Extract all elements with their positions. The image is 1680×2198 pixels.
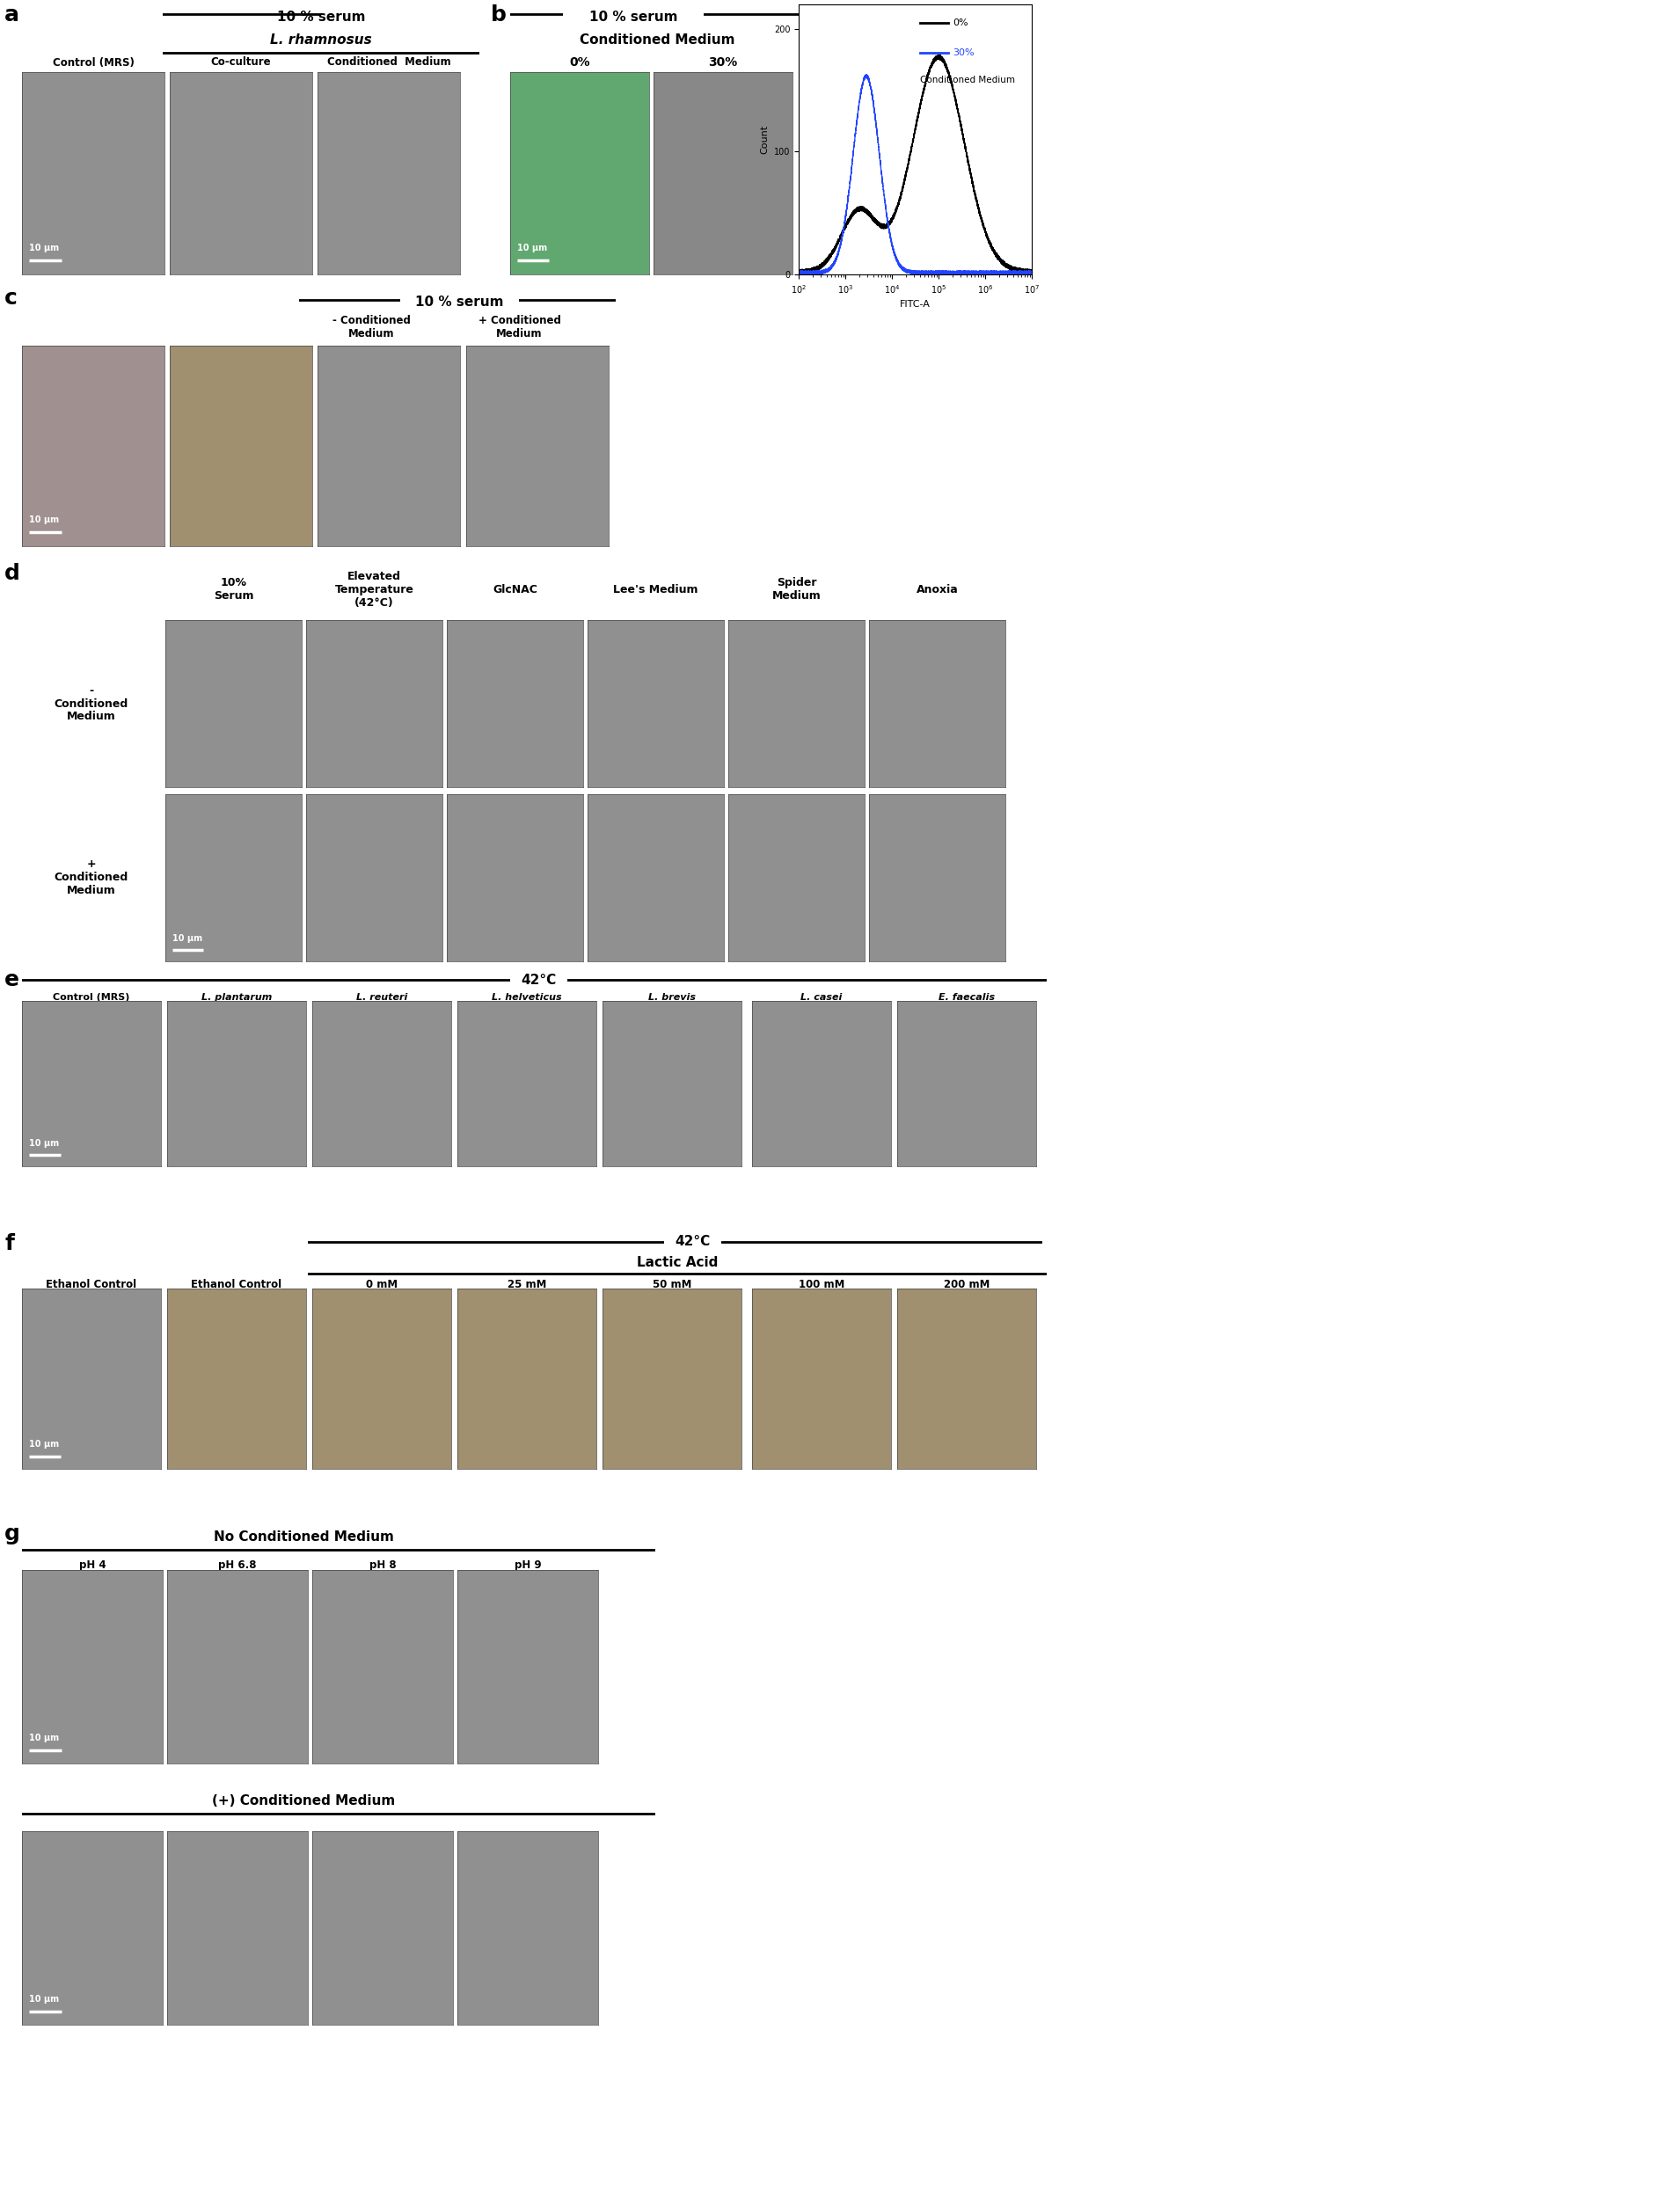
Text: Ethanol Control: Ethanol Control (195, 345, 286, 358)
Text: + Conditioned
Medium: + Conditioned Medium (479, 314, 561, 338)
Text: Co-culture: Co-culture (210, 57, 270, 68)
Text: Lactic Acid: Lactic Acid (637, 1255, 717, 1268)
Text: L. brevis: L. brevis (648, 993, 696, 1002)
Text: GlcNAC: GlcNAC (492, 585, 538, 596)
Text: L. reuteri: L. reuteri (356, 993, 408, 1002)
Text: Ethanol Control: Ethanol Control (49, 345, 138, 358)
Text: b: b (491, 4, 507, 26)
Text: 10 μm: 10 μm (517, 244, 548, 253)
Text: +
Conditioned
Medium: + Conditioned Medium (54, 859, 128, 897)
Text: 10 μm: 10 μm (171, 934, 202, 943)
Y-axis label: Count: Count (759, 125, 769, 154)
Text: 10 % serum: 10 % serum (277, 11, 365, 24)
Text: 30%: 30% (953, 48, 974, 57)
X-axis label: FITC-A: FITC-A (900, 299, 931, 308)
Text: pH 9: pH 9 (514, 1558, 541, 1569)
Text: e: e (5, 969, 20, 991)
Text: pH 4: pH 4 (79, 1558, 106, 1569)
Text: Conditioned  Medium: Conditioned Medium (328, 57, 450, 68)
Text: Spider
Medium: Spider Medium (771, 578, 822, 602)
Text: pH 6.8: pH 6.8 (218, 1558, 257, 1569)
Text: E. faecalis: E. faecalis (939, 993, 995, 1002)
Text: Lee's Medium: Lee's Medium (613, 585, 699, 596)
Text: 0%: 0% (570, 57, 590, 68)
Text: 0%: 0% (953, 20, 968, 29)
Text: d: d (5, 563, 20, 585)
Text: Ethanol Control: Ethanol Control (192, 1279, 282, 1290)
Text: L. helveticus: L. helveticus (492, 993, 561, 1002)
Text: -
Conditioned
Medium: - Conditioned Medium (54, 686, 128, 723)
Text: 10 % serum: 10 % serum (590, 11, 677, 24)
Text: 42°C: 42°C (675, 1235, 711, 1248)
Text: c: c (5, 288, 17, 308)
Text: 10 μm: 10 μm (29, 1734, 59, 1743)
Text: L. casei: L. casei (801, 993, 842, 1002)
Text: 25 mM: 25 mM (507, 1279, 546, 1290)
Text: 0 mM: 0 mM (366, 1279, 398, 1290)
Text: (+) Conditioned Medium: (+) Conditioned Medium (212, 1796, 395, 1809)
Text: Control (MRS): Control (MRS) (52, 57, 134, 68)
Text: Elevated
Temperature
(42°C): Elevated Temperature (42°C) (334, 571, 413, 609)
Text: 10 μm: 10 μm (29, 244, 59, 253)
Text: a: a (5, 4, 20, 26)
Text: 30%: 30% (709, 57, 738, 68)
Text: 10 μm: 10 μm (29, 1139, 59, 1147)
Text: L. rhamnosus: L. rhamnosus (270, 33, 371, 46)
Text: L. plantarum: L. plantarum (202, 993, 272, 1002)
Text: Conditioned Medium: Conditioned Medium (580, 33, 736, 46)
Text: - Conditioned
Medium: - Conditioned Medium (333, 314, 410, 338)
Text: Ethanol Control: Ethanol Control (45, 1279, 136, 1290)
Text: Control (MRS): Control (MRS) (54, 993, 129, 1002)
Text: 100 mM: 100 mM (798, 1279, 845, 1290)
Text: No Conditioned Medium: No Conditioned Medium (213, 1530, 393, 1543)
Text: Conditioned Medium: Conditioned Medium (921, 75, 1015, 84)
Text: 10 % serum: 10 % serum (415, 295, 504, 308)
Text: 50 mM: 50 mM (652, 1279, 692, 1290)
Text: 42°C: 42°C (521, 974, 556, 987)
Text: 10%
Serum: 10% Serum (213, 578, 254, 602)
Text: pH 8: pH 8 (370, 1558, 396, 1569)
Text: Anoxia: Anoxia (916, 585, 958, 596)
Text: g: g (5, 1523, 20, 1545)
Text: 10 μm: 10 μm (29, 1994, 59, 2002)
Text: 10 μm: 10 μm (29, 514, 59, 523)
Text: 10 μm: 10 μm (29, 1440, 59, 1448)
Text: 200 mM: 200 mM (944, 1279, 990, 1290)
Text: f: f (5, 1233, 13, 1255)
